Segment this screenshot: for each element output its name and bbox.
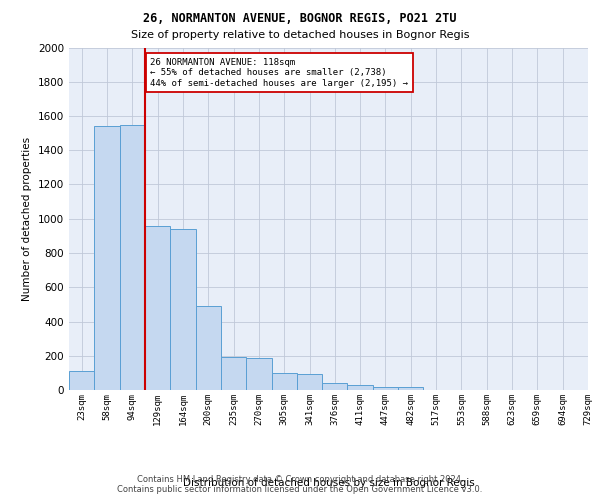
Text: Size of property relative to detached houses in Bognor Regis: Size of property relative to detached ho… — [131, 30, 469, 40]
Bar — [373, 386, 398, 390]
Bar — [322, 383, 347, 390]
Text: Contains HM Land Registry data © Crown copyright and database right 2024.
Contai: Contains HM Land Registry data © Crown c… — [118, 474, 482, 494]
Bar — [221, 358, 246, 390]
Bar — [297, 374, 322, 390]
Bar — [196, 306, 221, 390]
Y-axis label: Number of detached properties: Number of detached properties — [22, 136, 32, 301]
Bar — [119, 124, 145, 390]
Bar — [94, 126, 119, 390]
Bar — [347, 385, 373, 390]
Bar — [145, 226, 170, 390]
Bar — [69, 371, 94, 390]
Text: 26, NORMANTON AVENUE, BOGNOR REGIS, PO21 2TU: 26, NORMANTON AVENUE, BOGNOR REGIS, PO21… — [143, 12, 457, 26]
Bar — [170, 229, 196, 390]
X-axis label: Distribution of detached houses by size in Bognor Regis: Distribution of detached houses by size … — [182, 478, 475, 488]
Bar — [398, 388, 424, 390]
Text: 26 NORMANTON AVENUE: 118sqm
← 55% of detached houses are smaller (2,738)
44% of : 26 NORMANTON AVENUE: 118sqm ← 55% of det… — [150, 58, 408, 88]
Bar — [246, 358, 272, 390]
Bar — [272, 373, 297, 390]
